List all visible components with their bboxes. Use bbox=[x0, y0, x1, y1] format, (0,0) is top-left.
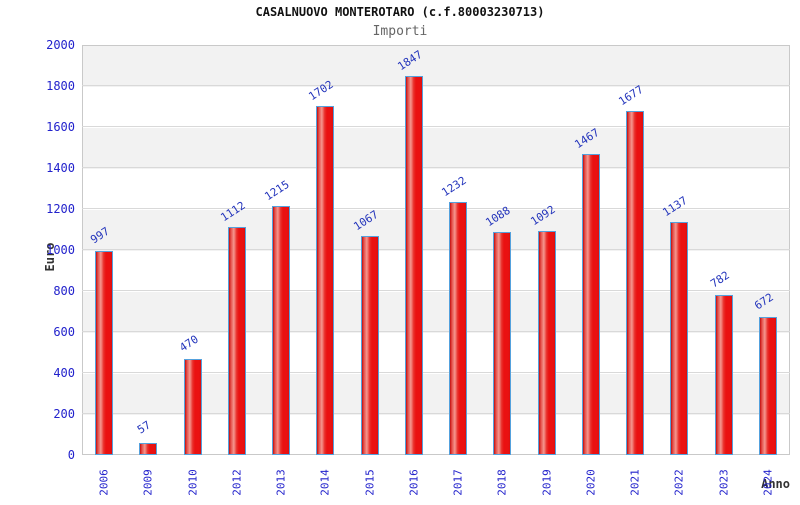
x-tick-label: 2010 bbox=[186, 469, 200, 496]
bar bbox=[361, 236, 379, 455]
y-tick-label: 2000 bbox=[46, 38, 75, 52]
x-tick-label: 2017 bbox=[451, 469, 465, 496]
x-tick-label: 2024 bbox=[761, 469, 775, 496]
bar bbox=[759, 317, 777, 455]
bar bbox=[228, 227, 246, 455]
y-tick-label: 200 bbox=[53, 407, 75, 421]
y-tick-label: 800 bbox=[53, 284, 75, 298]
chart-title: CASALNUOVO MONTEROTARO (c.f.80003230713) bbox=[255, 5, 545, 19]
y-gridline bbox=[82, 208, 790, 209]
x-tick-label: 2018 bbox=[495, 469, 509, 496]
bar bbox=[184, 359, 202, 455]
bar bbox=[449, 202, 467, 455]
y-tick-label: 1000 bbox=[46, 243, 75, 257]
bar bbox=[715, 295, 733, 455]
x-tick-label: 2013 bbox=[274, 469, 288, 496]
bar bbox=[405, 76, 423, 455]
x-tick-label: 2014 bbox=[318, 469, 332, 496]
y-gridline bbox=[82, 290, 790, 291]
y-axis-title: Euro bbox=[43, 242, 57, 272]
bar bbox=[670, 222, 688, 455]
y-gridline bbox=[82, 413, 790, 414]
x-tick-label: 2022 bbox=[672, 469, 686, 496]
bar bbox=[626, 111, 644, 455]
y-tick-label: 1800 bbox=[46, 79, 75, 93]
x-tick-label: 2006 bbox=[97, 469, 111, 496]
x-tick-label: 2020 bbox=[584, 469, 598, 496]
y-tick-label: 0 bbox=[67, 448, 75, 462]
chart-subtitle: Importi bbox=[372, 24, 428, 39]
x-tick-label: 2009 bbox=[141, 469, 155, 496]
y-tick-label: 1600 bbox=[46, 120, 75, 134]
bar bbox=[95, 251, 113, 455]
bar bbox=[272, 206, 290, 455]
bar bbox=[538, 231, 556, 455]
y-tick-label: 600 bbox=[53, 325, 75, 339]
x-tick-label: 2016 bbox=[407, 469, 421, 496]
y-tick-label: 1200 bbox=[46, 202, 75, 216]
y-tick-label: 400 bbox=[53, 366, 75, 380]
y-gridline bbox=[82, 126, 790, 127]
bar bbox=[316, 106, 334, 455]
x-tick-label: 2023 bbox=[717, 469, 731, 496]
x-tick-label: 2019 bbox=[540, 469, 554, 496]
bar bbox=[582, 154, 600, 455]
y-gridline bbox=[82, 85, 790, 86]
y-gridline bbox=[82, 331, 790, 332]
bar bbox=[493, 232, 511, 455]
bar bbox=[139, 443, 157, 455]
y-gridline bbox=[82, 167, 790, 168]
x-tick-label: 2012 bbox=[230, 469, 244, 496]
y-gridline bbox=[82, 372, 790, 373]
y-tick-label: 1400 bbox=[46, 161, 75, 175]
x-tick-label: 2021 bbox=[628, 469, 642, 496]
x-axis-title: Anno bbox=[761, 477, 790, 491]
x-tick-label: 2015 bbox=[363, 469, 377, 496]
y-gridline bbox=[82, 249, 790, 250]
